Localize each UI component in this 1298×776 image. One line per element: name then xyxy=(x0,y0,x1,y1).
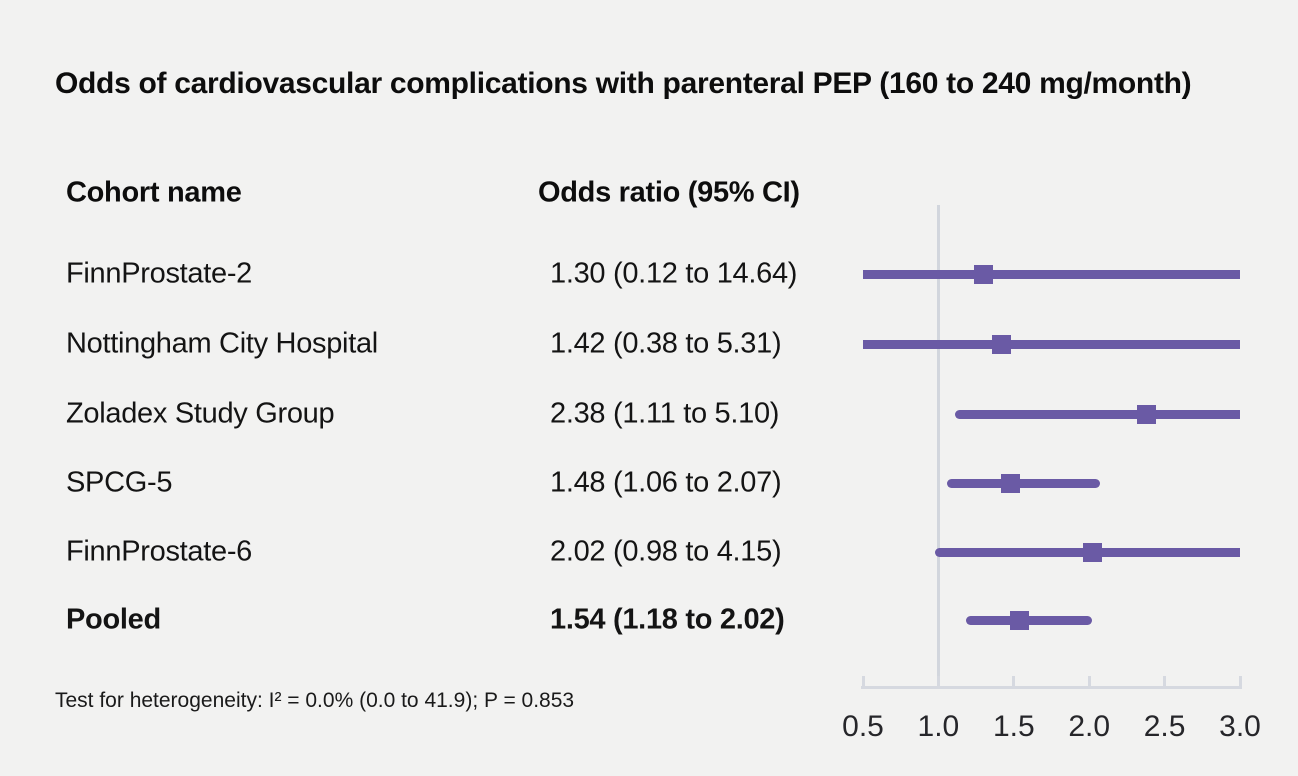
heterogeneity-footnote: Test for heterogeneity: I² = 0.0% (0.0 t… xyxy=(55,689,575,712)
odds-ratio-value: 1.42 (0.38 to 5.31) xyxy=(550,327,782,360)
odds-ratio-marker xyxy=(1001,473,1021,493)
odds-ratio-marker xyxy=(1082,542,1102,562)
x-axis-tick-label: 3.0 xyxy=(1219,710,1261,743)
odds-ratio-marker xyxy=(1010,610,1030,630)
x-axis-tick xyxy=(1238,676,1242,689)
odds-ratio-marker xyxy=(1137,404,1156,424)
cohort-name-label: FinnProstate-2 xyxy=(66,257,252,290)
column-header-odds-ratio: Odds ratio (95% CI) xyxy=(538,176,800,209)
confidence-interval-line xyxy=(947,478,1100,488)
cohort-name-label: Zoladex Study Group xyxy=(66,397,335,430)
confidence-interval-line xyxy=(954,409,1240,419)
x-axis-tick-label: 2.0 xyxy=(1068,710,1111,743)
confidence-interval-line xyxy=(863,269,1240,279)
x-axis-tick xyxy=(1012,676,1016,689)
odds-ratio-value: 1.54 (1.18 to 2.02) xyxy=(550,603,785,636)
column-header-cohort: Cohort name xyxy=(66,176,242,209)
cohort-name-label: FinnProstate-6 xyxy=(66,535,252,568)
x-axis-tick-label: 1.0 xyxy=(917,710,960,743)
odds-ratio-value: 1.30 (0.12 to 14.64) xyxy=(550,257,798,290)
odds-ratio-value: 2.02 (0.98 to 4.15) xyxy=(550,535,782,568)
odds-ratio-marker xyxy=(992,334,1012,354)
x-axis-tick xyxy=(1163,676,1167,689)
reference-line-or-1 xyxy=(936,205,940,689)
x-axis-tick-label: 1.5 xyxy=(992,710,1035,743)
cohort-name-label: Pooled xyxy=(66,603,161,636)
x-axis-tick xyxy=(861,676,865,689)
x-axis-tick xyxy=(1087,676,1091,689)
confidence-interval-line xyxy=(863,339,1240,349)
cohort-name-label: Nottingham City Hospital xyxy=(66,327,378,360)
odds-ratio-marker xyxy=(974,264,994,284)
x-axis-baseline xyxy=(861,686,1242,689)
chart-title: Odds of cardiovascular complications wit… xyxy=(55,67,1192,100)
x-axis-tick-label: 0.5 xyxy=(842,710,884,743)
x-axis-tick xyxy=(936,676,940,689)
cohort-name-label: SPCG-5 xyxy=(66,466,173,499)
x-axis-tick-label: 2.5 xyxy=(1143,710,1186,743)
odds-ratio-value: 2.38 (1.11 to 5.10) xyxy=(550,397,780,430)
odds-ratio-value: 1.48 (1.06 to 2.07) xyxy=(550,466,782,499)
